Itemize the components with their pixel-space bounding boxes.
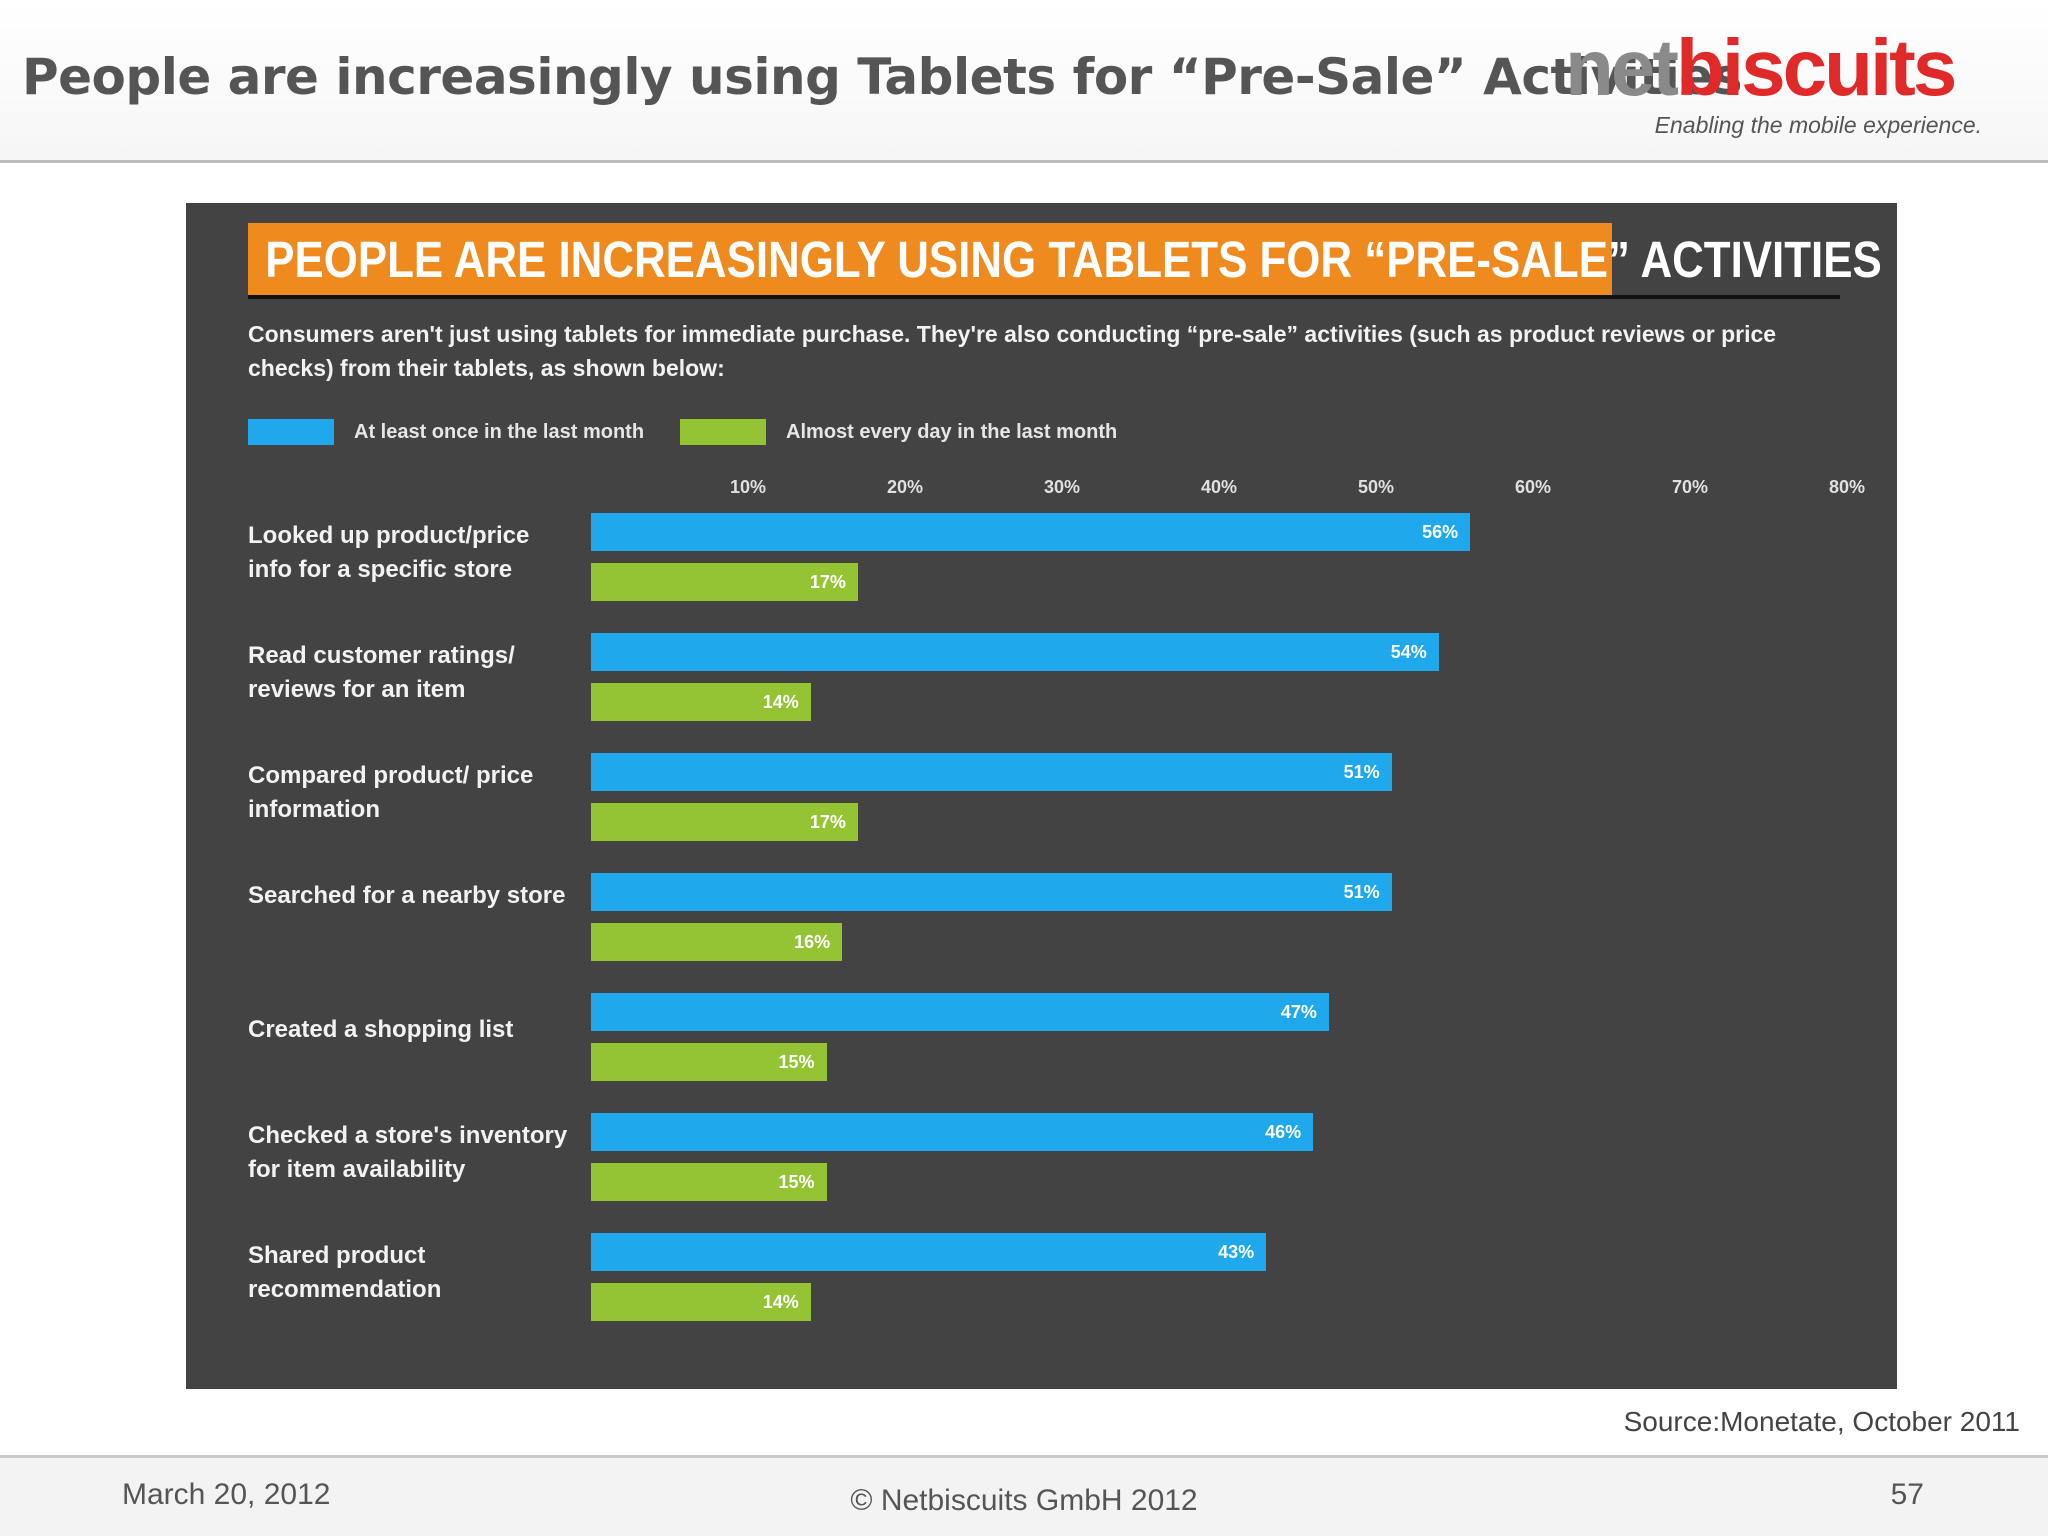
bar-daily: 17% [591,563,858,601]
bar-daily: 17% [591,803,858,841]
legend-item-monthly: At least once in the last month [248,419,644,445]
slide-header: People are increasingly using Tablets fo… [0,0,2048,163]
footer-rule [0,1455,2048,1458]
bar-value-label: 43% [1218,1242,1255,1262]
category-label: Read customer ratings/ reviews for an it… [248,642,515,703]
bar-value-label: 56% [1422,522,1459,542]
category-label: Created a shopping list [248,1016,514,1043]
bar-value-label: 17% [809,812,846,832]
bar-value-label: 17% [809,572,846,592]
legend-swatch-monthly [248,419,334,445]
x-tick-label: 10% [729,477,767,497]
category-label: Looked up product/price info for a speci… [248,522,530,583]
bar-monthly: 43% [591,1233,1267,1271]
bar-value-label: 15% [778,1052,815,1072]
bar-monthly: 56% [591,513,1471,551]
footer-date: March 20, 2012 [122,1478,331,1511]
category-label: Shared product recommendation [248,1242,442,1303]
x-tick-label: 70% [1671,477,1709,497]
x-tick-label: 50% [1357,477,1395,497]
logo-tagline: Enabling the mobile experience. [1654,112,1982,138]
infographic-banner: PEOPLE ARE INCREASINGLY USING TABLETS FO… [248,223,1882,295]
chart-legend: At least once in the last month Almost e… [248,417,1153,447]
bar-value-label: 54% [1390,642,1427,662]
bar-daily: 14% [591,683,811,721]
bar-value-label: 16% [794,932,831,952]
source-note: Source:Monetate, October 2011 [1623,1406,2020,1437]
infographic-intro: Consumers aren't just using tablets for … [248,321,1777,381]
bar-daily: 15% [591,1163,827,1201]
bar-daily: 14% [591,1283,811,1321]
x-tick-label: 30% [1043,477,1081,497]
bar-value-label: 51% [1343,762,1380,782]
bar-value-label: 15% [778,1172,815,1192]
logo-biscuits: biscuits [1676,23,1957,112]
bar-monthly: 51% [591,873,1392,911]
category-label: Checked a store's inventory for item ava… [248,1122,568,1183]
bar-value-label: 14% [762,1292,799,1312]
bar-value-label: 47% [1280,1002,1317,1022]
bar-monthly: 46% [591,1113,1314,1151]
logo-wordmark: netbiscuits [1565,28,2000,108]
bar-value-label: 46% [1265,1122,1302,1142]
netbiscuits-logo: netbiscuits Enabling the mobile experien… [1565,28,2000,146]
bar-monthly: 51% [591,753,1392,791]
bar-monthly: 54% [591,633,1439,671]
logo-net: net [1565,23,1679,112]
legend-swatch-daily [680,419,767,445]
bar-value-label: 51% [1343,882,1380,902]
category-label: Searched for a nearby store [248,882,566,909]
legend-label-monthly: At least once in the last month [354,420,645,443]
slide-title: People are increasingly using Tablets fo… [22,48,1742,106]
bar-monthly: 47% [591,993,1329,1031]
x-tick-label: 40% [1200,477,1238,497]
bar-daily: 16% [591,923,843,961]
x-tick-label: 60% [1514,477,1552,497]
banner-rule [248,295,1840,299]
infographic-panel: PEOPLE ARE INCREASINGLY USING TABLETS FO… [186,203,1897,1389]
footer-copyright: © Netbiscuits GmbH 2012 [850,1484,1198,1517]
infographic-title: PEOPLE ARE INCREASINGLY USING TABLETS FO… [265,230,1882,288]
legend-item-daily: Almost every day in the last month [680,419,1117,445]
bar-value-label: 14% [762,692,799,712]
legend-label-daily: Almost every day in the last month [786,420,1118,443]
category-label: Compared product/ price information [248,762,534,823]
bar-daily: 15% [591,1043,827,1081]
page-number: 57 [1890,1478,1924,1511]
slide-footer: March 20, 2012 © Netbiscuits GmbH 2012 5… [0,1458,2048,1536]
x-tick-label: 20% [886,477,924,497]
x-tick-label: 80% [1828,477,1866,497]
